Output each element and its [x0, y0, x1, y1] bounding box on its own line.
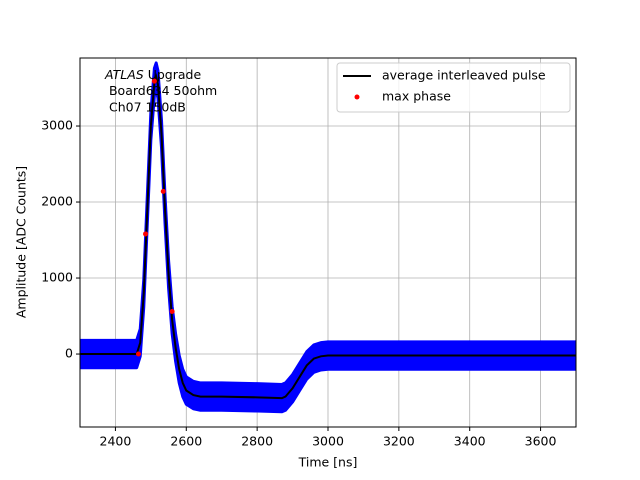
data-layer — [80, 61, 576, 414]
legend-box — [336, 62, 571, 113]
y-tick-label: 2000 — [41, 194, 73, 209]
x-tick-label: 2600 — [170, 434, 202, 449]
annotation: Board634 50ohm — [105, 83, 217, 98]
legend-label: max phase — [382, 89, 451, 104]
annotation: ATLAS Upgrade — [104, 67, 201, 82]
y-tick-label: 0 — [65, 346, 73, 361]
legend: average interleaved pulse max phase — [336, 62, 571, 113]
point — [151, 78, 157, 84]
annotation-part: Upgrade — [144, 67, 202, 82]
point — [160, 188, 166, 194]
series-line — [80, 72, 576, 400]
y-tick-label: 1000 — [41, 270, 73, 285]
point — [143, 231, 149, 237]
legend-marker — [354, 94, 360, 100]
x-tick-label: 2400 — [100, 434, 132, 449]
x-tick-label: 3600 — [525, 434, 557, 449]
x-tick-label: 2800 — [241, 434, 273, 449]
point — [135, 351, 141, 357]
annotation: Ch07 150dB — [105, 100, 186, 115]
x-tick-label: 3400 — [454, 434, 486, 449]
y-axis-label: Amplitude [ADC Counts] — [14, 166, 29, 318]
x-tick-label: 3000 — [312, 434, 344, 449]
x-axis-label: Time [ns] — [298, 455, 358, 470]
annotation-part: ATLAS — [104, 67, 144, 82]
y-tick-label: 3000 — [41, 118, 73, 133]
x-tick-label: 3200 — [383, 434, 415, 449]
axes-frame — [79, 57, 577, 428]
legend-label: average interleaved pulse — [382, 68, 546, 83]
point — [169, 308, 175, 314]
